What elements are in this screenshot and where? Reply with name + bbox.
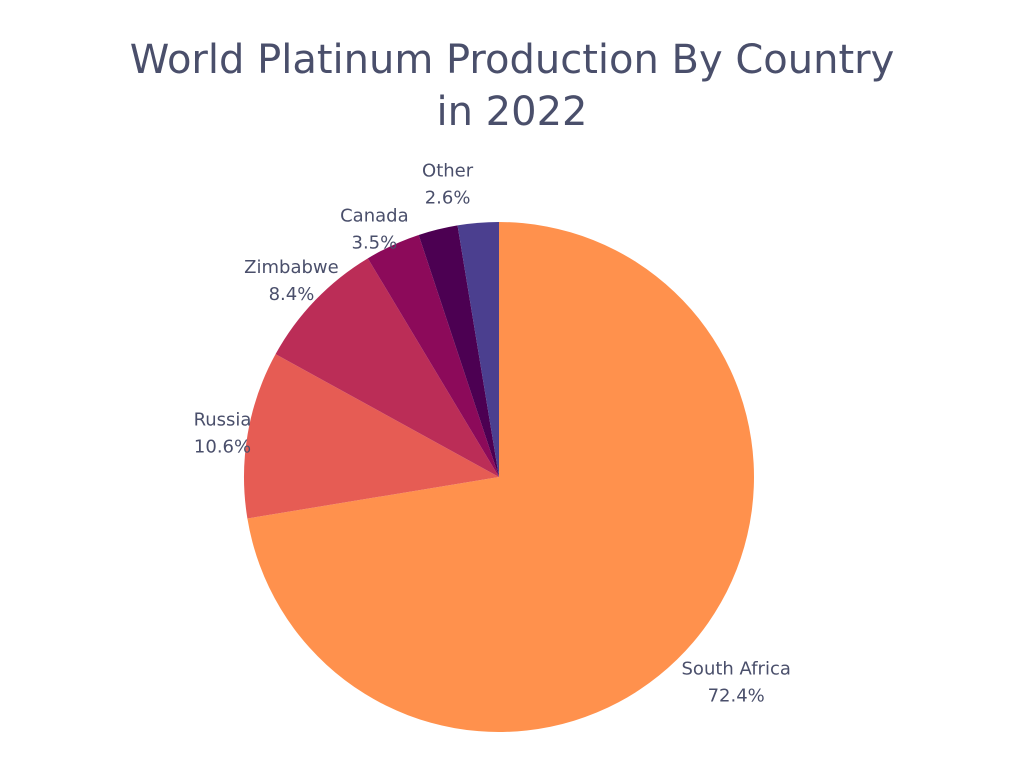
pie-slice-unlabeled-4 xyxy=(418,225,499,477)
pie-labels: South Africa 72.4% Russia 10.6% Zimbabwe 8.4%… xyxy=(194,161,791,707)
slice-label-zimbabwe: Zimbabwe xyxy=(244,257,339,278)
pie-slice-zimbabwe xyxy=(275,258,499,477)
slice-label-russia: Russia xyxy=(194,410,252,431)
slice-label-other: Other xyxy=(422,161,474,182)
slice-label-south-africa: South Africa xyxy=(682,658,791,679)
slice-value-south-africa: 72.4% xyxy=(708,685,765,706)
slice-value-zimbabwe: 8.4% xyxy=(269,284,315,305)
chart-title: World Platinum Production By Country in … xyxy=(0,34,1024,138)
slice-value-canada: 3.5% xyxy=(352,233,398,254)
pie-slice-south-africa xyxy=(247,222,754,732)
slice-value-other: 2.6% xyxy=(425,188,471,209)
slice-value-russia: 10.6% xyxy=(194,437,251,458)
slice-label-canada: Canada xyxy=(340,206,409,227)
pie-slice-other xyxy=(457,222,499,477)
chart-title-line-2: in 2022 xyxy=(436,89,588,135)
pie-slice-russia xyxy=(243,354,499,519)
chart-title-line-1: World Platinum Production By Country xyxy=(129,37,895,83)
pie-slice-canada xyxy=(367,234,499,477)
pie-slices xyxy=(243,222,754,732)
